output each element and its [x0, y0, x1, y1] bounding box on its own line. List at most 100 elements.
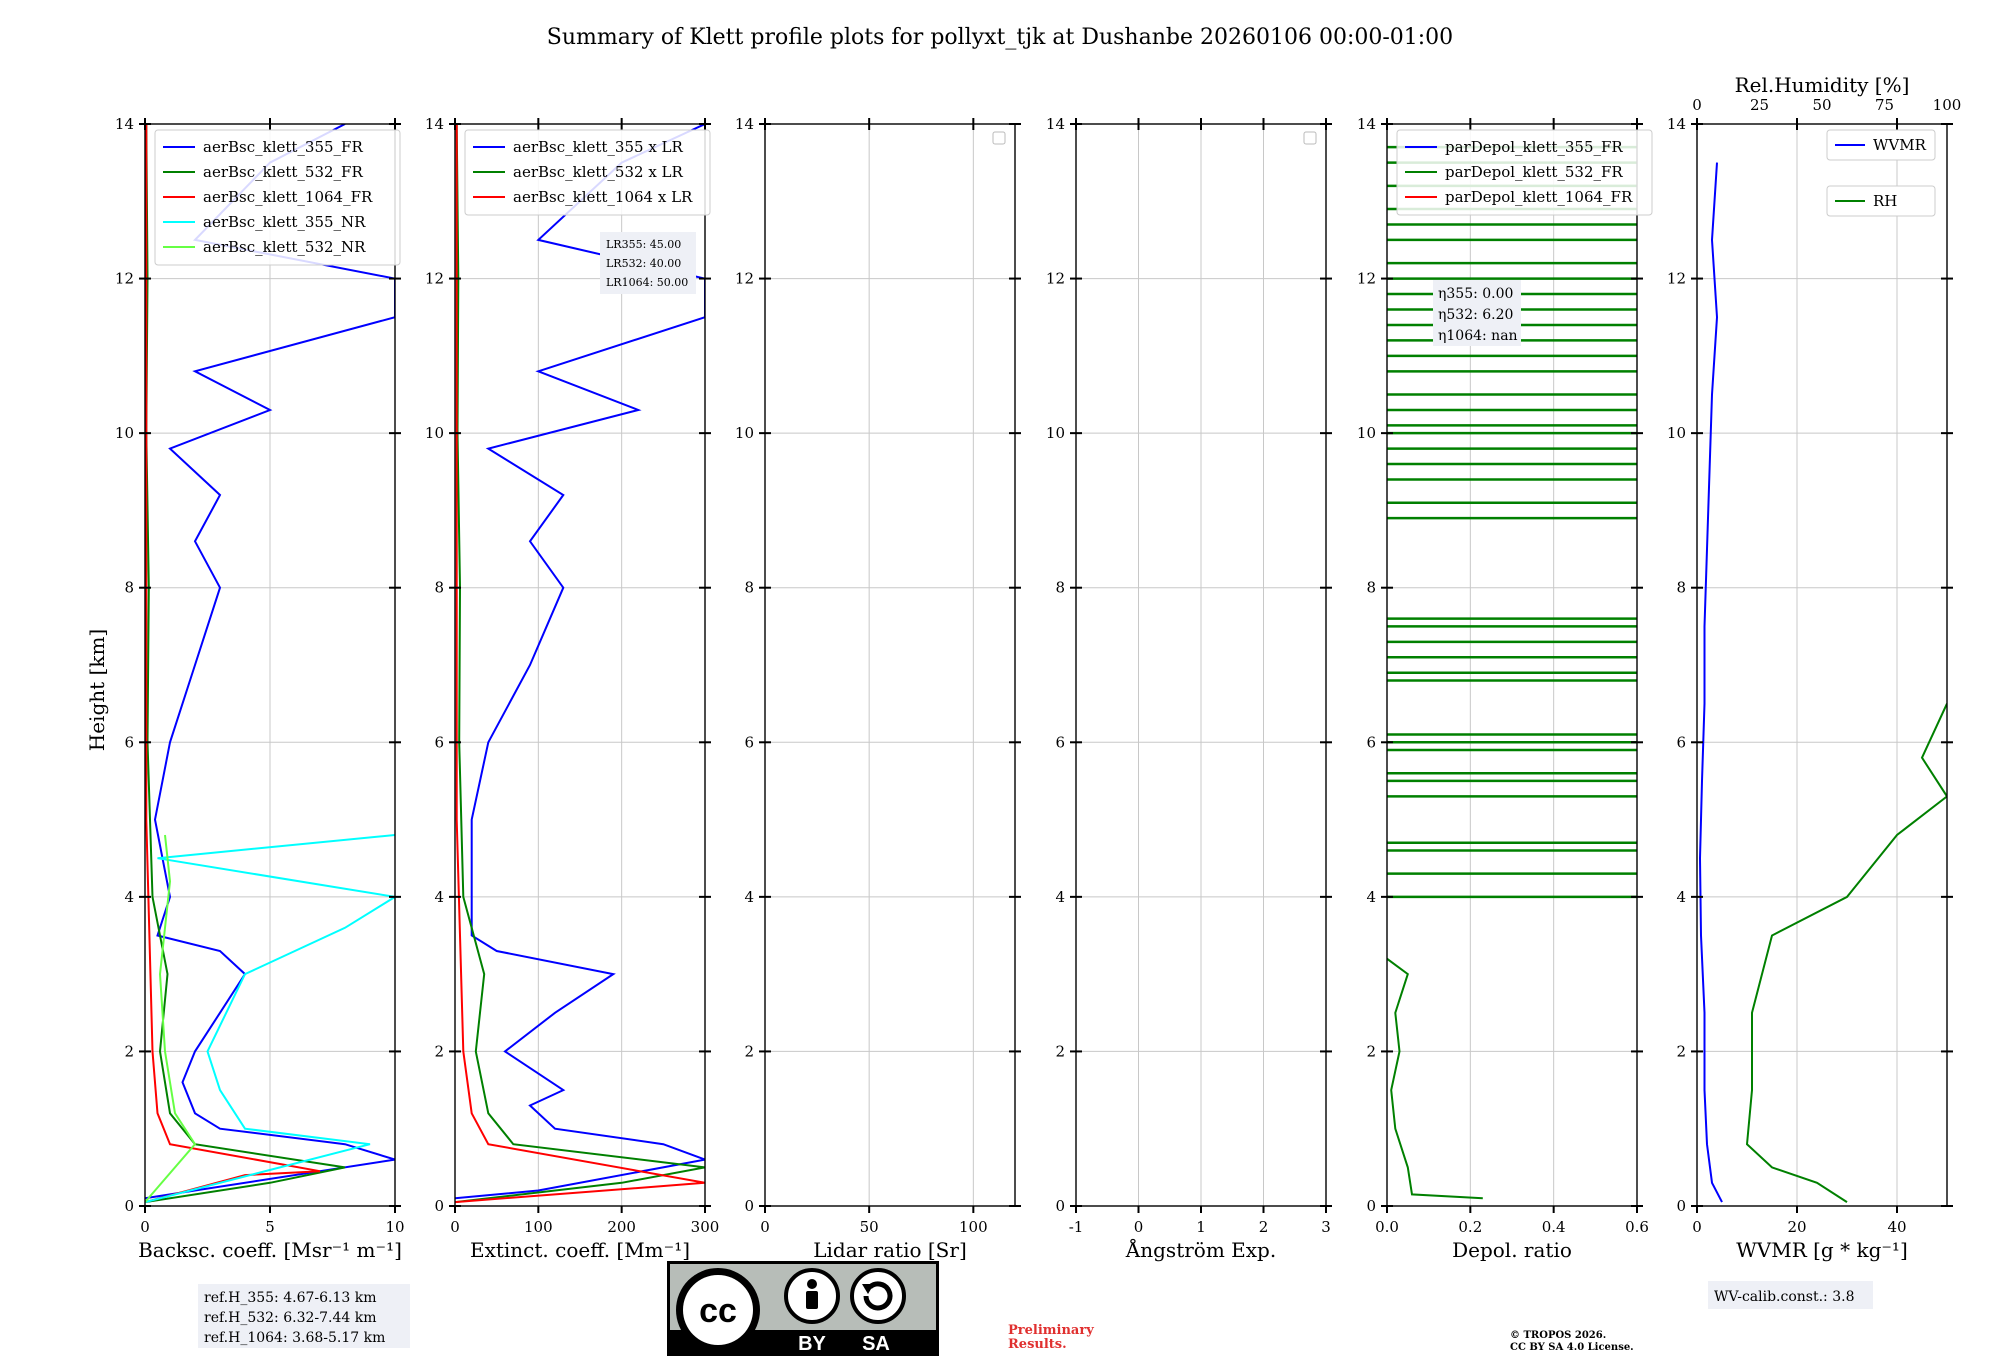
axes-frame [764, 123, 1016, 1207]
y-tick-label: 10 [1357, 424, 1376, 442]
legend-label: aerBsc_klett_1064 x LR [513, 188, 693, 206]
y-tick-label: 6 [1366, 733, 1376, 751]
legend-label: parDepol_klett_1064_FR [1445, 188, 1633, 206]
x-axis-label: Lidar ratio [Sr] [813, 1238, 967, 1262]
y-tick-label: 2 [1055, 1042, 1065, 1060]
y-tick-label: 2 [434, 1042, 444, 1060]
y-tick-label: 0 [744, 1197, 754, 1215]
y-tick-label: 0 [1366, 1197, 1376, 1215]
y-tick-label: 4 [1366, 888, 1376, 906]
eta-text: η1064: nan [1438, 328, 1518, 344]
cc-by-label: BY [798, 1333, 826, 1355]
x-axis-label: WVMR [g * kg⁻¹] [1736, 1238, 1908, 1262]
y-tick-label: 8 [1366, 579, 1376, 597]
legend-label: WVMR [1873, 136, 1927, 154]
y-tick-label: 2 [744, 1042, 754, 1060]
y-tick-label: 12 [115, 270, 134, 288]
share-alike-icon [850, 1268, 906, 1324]
x-tick-label: 100 [959, 1218, 988, 1236]
y-tick-label: 4 [744, 888, 754, 906]
x-tick-label: 20 [1787, 1218, 1806, 1236]
wv-calib-box [1708, 1281, 1873, 1309]
x-tick-label: 100 [524, 1218, 553, 1236]
copyright-line1: © TROPOS 2026. [1510, 1330, 1606, 1341]
x-tick-label: 3 [1321, 1218, 1331, 1236]
y-tick-label: 0 [1055, 1197, 1065, 1215]
legend-label: aerBsc_klett_355 x LR [513, 138, 684, 156]
x-tick-label: 0 [760, 1218, 770, 1236]
lidar-ratio-box [600, 232, 696, 294]
eta-text: η355: 0.00 [1438, 286, 1513, 302]
preliminary-note-line2: Results. [1008, 1337, 1067, 1352]
legend-box [154, 129, 401, 266]
legend-box [1826, 185, 1936, 217]
y-tick-label: 12 [735, 270, 754, 288]
series-line-WVMR [1698, 162, 1723, 1203]
y-tick-label: 12 [1667, 270, 1686, 288]
y-tick-label: 8 [744, 579, 754, 597]
x-tick-label: 40 [1887, 1218, 1906, 1236]
y-tick-label: 6 [124, 733, 134, 751]
y-tick-label: 14 [115, 115, 134, 133]
y-tick-label: 2 [1676, 1042, 1686, 1060]
y-tick-label: 12 [1357, 270, 1376, 288]
series-line-aerBsc_klett_532_FR [145, 124, 346, 1204]
x-tick-label: 200 [607, 1218, 636, 1236]
annotation: ref.H_355: 4.67-6.13 km ref.H_532: 6.32-7… [198, 1284, 410, 1348]
x-tick-label: 10 [385, 1218, 404, 1236]
y-tick-label: 10 [1667, 424, 1686, 442]
annotation: WV-calib.const.: 3.8 [1708, 1281, 1873, 1309]
legend-label: aerBsc_klett_1064_FR [203, 188, 373, 206]
legend: aerBsc_klett_355 x LR aerBsc_klett_532 x … [464, 129, 711, 216]
y-tick-label: 4 [124, 888, 134, 906]
rh-tick-label: 100 [1933, 96, 1962, 114]
preliminary-note-line1: Preliminary [1008, 1323, 1094, 1338]
x-tick-label: 2 [1259, 1218, 1269, 1236]
series-line-parDepol_klett_532_FR [1387, 957, 1483, 1200]
panel-6: 0 2 4 6 8 10 12 14 0 20 40 WVMR [g * kg⁻¹] 0 25 50 75 10… [1667, 73, 1961, 1309]
series-line-aerBsc_klett_355_NR [145, 834, 395, 1204]
legend: parDepol_klett_355_FR parDepol_klett_532_… [1396, 129, 1653, 216]
series-line-aerBsc_klett_1064 x LR [455, 124, 705, 1204]
x-tick-label: 0.2 [1458, 1218, 1482, 1236]
legend-box [464, 129, 711, 216]
rh-axis-label: Rel.Humidity [%] [1735, 73, 1910, 97]
y-tick-label: 10 [425, 424, 444, 442]
lidar-ratio-text: LR1064: 50.00 [606, 276, 688, 289]
panel-3: 0 2 4 6 8 10 12 14 0 50 100 Lidar ratio [Sr] [735, 115, 1021, 1262]
panel-5: 0 2 4 6 8 10 12 14 0.0 0.2 0.4 0.6 Depol. ratio parDe… [1357, 115, 1653, 1262]
axes-frame [1696, 123, 1948, 1207]
series-line-aerBsc_klett_355 x LR [455, 124, 705, 1200]
annotation: LR355: 45.00 LR532: 40.00 LR1064: 50.00 [600, 232, 696, 294]
series-line-aerBsc_klett_532_NR [145, 834, 197, 1203]
y-tick-label: 12 [425, 270, 444, 288]
series-line-aerBsc_klett_1064_FR [145, 124, 321, 1204]
x-tick-label: 0.6 [1625, 1218, 1649, 1236]
axes-frame [1386, 123, 1638, 1207]
legend-label: aerBsc_klett_355_FR [203, 138, 363, 156]
x-axis-label: Backsc. coeff. [Msr⁻¹ m⁻¹] [138, 1238, 402, 1262]
wv-calib-text: WV-calib.const.: 3.8 [1714, 1289, 1854, 1305]
y-tick-label: 6 [1676, 733, 1686, 751]
y-tick-label: 2 [124, 1042, 134, 1060]
rh-tick-label: 50 [1812, 96, 1831, 114]
cc-icon: cc [699, 1292, 737, 1330]
y-tick-label: 2 [1366, 1042, 1376, 1060]
x-tick-label: 5 [265, 1218, 275, 1236]
ref-height-text: ref.H_1064: 3.68-5.17 km [204, 1330, 385, 1346]
series-line-aerBsc_klett_355_FR [145, 124, 395, 1200]
plot-area [1698, 162, 1947, 1203]
legend-label: aerBsc_klett_532_FR [203, 163, 363, 181]
x-tick-label: 0 [450, 1218, 460, 1236]
y-tick-label: 8 [124, 579, 134, 597]
legend-label: parDepol_klett_532_FR [1445, 163, 1623, 181]
y-tick-label: 0 [434, 1197, 444, 1215]
y-tick-label: 14 [1046, 115, 1065, 133]
figure-title: Summary of Klett profile plots for polly… [547, 25, 1453, 50]
empty-legend-box [1303, 131, 1317, 145]
y-tick-label: 14 [1357, 115, 1376, 133]
legend-label: RH [1873, 192, 1897, 210]
y-tick-label: 8 [1055, 579, 1065, 597]
x-tick-label: 50 [860, 1218, 879, 1236]
